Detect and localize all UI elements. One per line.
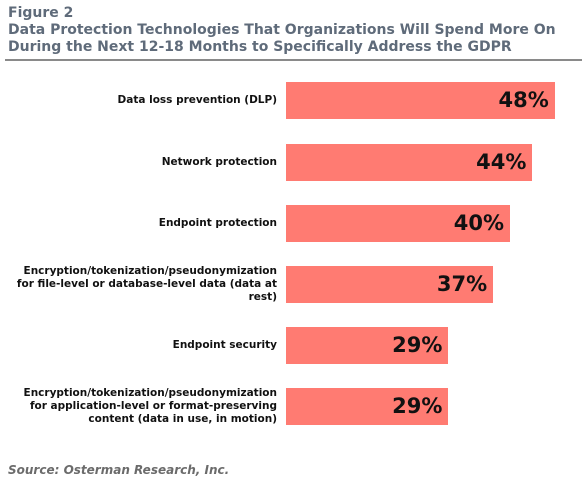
figure-title-line-2: During the Next 12-18 Months to Specific… xyxy=(8,39,512,55)
bar xyxy=(286,144,533,181)
bar-value-label: 29% xyxy=(392,394,443,418)
bar xyxy=(286,266,494,303)
bar-value-label: 40% xyxy=(453,211,504,235)
bar xyxy=(286,205,510,242)
bar-value-label: 29% xyxy=(392,333,443,357)
bar xyxy=(286,327,449,364)
bar xyxy=(286,388,449,425)
source-note: Source: Osterman Research, Inc. xyxy=(8,463,230,477)
figure-label: Figure 2 xyxy=(8,5,74,21)
category-label: Encryption/tokenization/pseudonymization… xyxy=(23,387,277,425)
category-label: Endpoint protection xyxy=(158,217,277,229)
category-label: Endpoint security xyxy=(172,339,277,351)
category-label: Network protection xyxy=(161,156,277,168)
bar-value-label: 37% xyxy=(436,272,488,296)
figure-title-line-1: Data Protection Technologies That Organi… xyxy=(8,22,556,38)
category-label: Data loss prevention (DLP) xyxy=(117,94,277,106)
bar xyxy=(286,82,555,119)
title-divider xyxy=(5,59,582,61)
bar-value-label: 48% xyxy=(498,88,549,112)
bar-value-label: 44% xyxy=(476,150,527,174)
figure-title: Data Protection Technologies That Organi… xyxy=(8,22,578,56)
category-label: Encryption/tokenization/pseudonymization… xyxy=(16,265,277,303)
